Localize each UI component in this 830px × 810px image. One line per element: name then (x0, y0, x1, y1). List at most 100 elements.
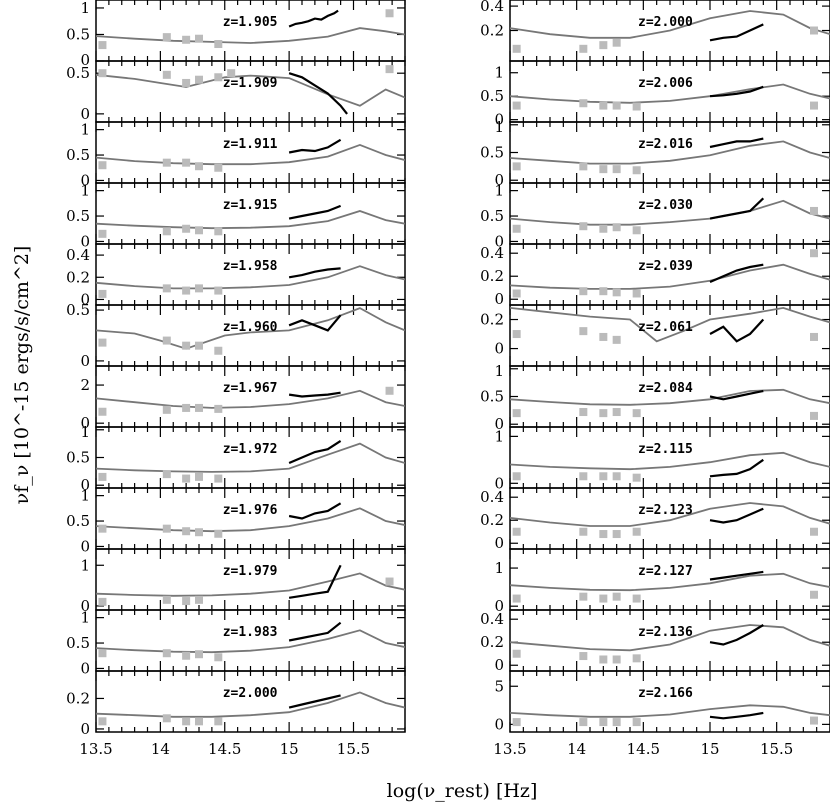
photometry-point (599, 101, 608, 110)
y-tick-label: 0 (80, 105, 90, 123)
photometry-point (195, 162, 203, 171)
sed-panel: 0 1 z=1.979 (80, 548, 406, 615)
y-tick-label: 1 (494, 64, 504, 82)
photometry-point (599, 530, 608, 539)
x-tick-label: 15.5 (337, 740, 370, 758)
redshift-label: z=1.909 (223, 76, 278, 91)
photometry-point (214, 653, 223, 662)
redshift-label: z=1.960 (223, 320, 278, 335)
y-tick-label: 0.2 (480, 511, 504, 529)
photometry-point (810, 249, 818, 258)
photometry-point (385, 65, 394, 74)
photometry-point (512, 594, 521, 603)
x-tick-label: 14.5 (627, 740, 660, 758)
panel-content (96, 204, 405, 238)
y-tick-label: 0 (80, 476, 90, 494)
photometry-point (612, 165, 621, 174)
redshift-label: z=1.967 (223, 381, 278, 396)
photometry-point (195, 595, 203, 604)
model-curve (96, 265, 405, 290)
panel-frame (509, 121, 830, 184)
y-tick-label: 0.5 (480, 388, 504, 406)
photometry-point (579, 592, 588, 601)
photometry-point (579, 327, 588, 336)
model-curve (510, 572, 830, 592)
redshift-label: z=2.166 (638, 686, 693, 701)
y-tick-label: 0 (494, 415, 504, 433)
y-tick-label: 0 (494, 111, 504, 129)
panels-layer: 00.51z=1.90500.5z=1.90900.51z=1.91100.51… (66, 0, 830, 758)
photometry-point (214, 717, 223, 726)
photometry-point (612, 288, 621, 297)
x-tick-label: 14 (567, 740, 586, 758)
redshift-label: z=2.030 (638, 198, 693, 213)
photometry-point (195, 341, 203, 350)
sed-panel: 0 0.2 0.4 z=2.123 (480, 487, 830, 552)
photometry-point (810, 101, 818, 110)
y-tick-label: 0.5 (66, 146, 90, 164)
panel-content (510, 704, 830, 727)
photometry-point (385, 577, 394, 586)
y-tick-label: 0 (494, 597, 504, 615)
photometry-point (98, 69, 107, 78)
panel-content (96, 265, 405, 298)
spectrum-line (709, 570, 764, 581)
x-tick-label: 14 (151, 740, 170, 758)
y-tick-label: 0.4 (480, 244, 504, 262)
sed-panel: 0 0.2 0.4 z=1.958 (66, 243, 406, 308)
photometry-point (512, 224, 521, 233)
photometry-point (512, 527, 521, 536)
photometry-point (162, 470, 171, 479)
y-tick-label: 1 (80, 182, 90, 200)
sed-panel: 0 0.5 z=1.909 (66, 60, 406, 123)
panel-frame (95, 182, 406, 245)
photometry-point (579, 472, 588, 481)
photometry-point (162, 284, 171, 293)
photometry-point (162, 524, 171, 533)
spectrum-line (709, 137, 764, 149)
model-curve (510, 263, 830, 290)
photometry-point (810, 206, 818, 215)
photometry-point (162, 714, 171, 723)
sed-panel: 0 0.5 1 z=1.905 (66, 0, 406, 69)
panel-frame (95, 609, 406, 672)
photometry-point (512, 101, 521, 110)
panel-frame (509, 670, 830, 733)
y-tick-label: 0.5 (66, 634, 90, 652)
y-tick-label: 1 (80, 609, 90, 627)
photometry-point (632, 409, 641, 418)
y-tick-label: 0 (494, 171, 504, 189)
photometry-point (182, 286, 191, 295)
photometry-point (182, 597, 191, 606)
photometry-point (810, 332, 818, 341)
panel-content (96, 138, 405, 172)
panel-content (96, 307, 405, 355)
redshift-label: z=2.016 (638, 137, 693, 152)
y-tick-label: 2 (80, 376, 90, 394)
y-tick-label: 1 (80, 423, 90, 441)
photometry-point (599, 409, 608, 418)
photometry-point (599, 287, 608, 296)
spectrum-line (288, 564, 342, 599)
photometry-point (98, 407, 107, 416)
panel-frame (509, 182, 830, 245)
y-tick-label: 0.5 (480, 87, 504, 105)
photometry-point (214, 404, 223, 413)
panel-frame (509, 487, 830, 550)
redshift-label: z=2.115 (638, 442, 693, 457)
y-tick-label: 0.2 (480, 633, 504, 651)
photometry-point (385, 9, 394, 18)
y-tick-label: 1 (494, 362, 504, 380)
spectrum-line (709, 318, 765, 343)
y-tick-label: 0.4 (480, 488, 504, 506)
photometry-point (512, 649, 521, 658)
photometry-point (810, 411, 818, 420)
y-tick-label: 0 (494, 715, 504, 733)
photometry-point (612, 223, 621, 232)
panel-frame (95, 121, 406, 184)
spectrum-line (709, 85, 764, 98)
panel-content (510, 10, 830, 53)
redshift-label: z=1.958 (223, 259, 278, 274)
photometry-point (579, 652, 588, 661)
